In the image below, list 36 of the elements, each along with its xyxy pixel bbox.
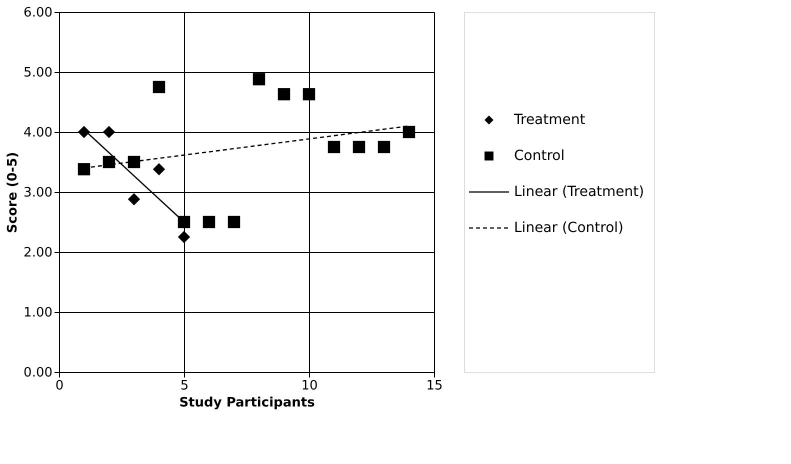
y-tick-label: 6.00: [24, 6, 52, 20]
point: [278, 88, 290, 100]
x-tick-label: 5: [180, 378, 189, 394]
legend-label: Linear (Control): [514, 220, 624, 236]
point: [128, 156, 140, 168]
point: [178, 230, 190, 244]
y-tick-label: 1.00: [24, 306, 52, 320]
point: [202, 216, 216, 228]
point: [352, 140, 366, 154]
y-tick-label: 2.00: [24, 246, 52, 260]
y-tick-label: 4.00: [24, 126, 52, 140]
point: [102, 156, 116, 168]
point: [302, 88, 316, 100]
y-tick-label: 0.00: [24, 366, 52, 380]
point: [252, 73, 266, 86]
point: [102, 126, 116, 138]
point: [152, 163, 166, 176]
point: [228, 216, 240, 228]
point: [378, 140, 390, 154]
x-tick-label: 15: [426, 378, 443, 394]
x-tick-label: 0: [55, 378, 64, 394]
point: [402, 126, 416, 138]
y-tick-label: 5.00: [24, 66, 52, 80]
legend-label: Control: [514, 148, 565, 164]
x-tick-label: 10: [301, 378, 318, 394]
y-axis-title: Score (0-5): [6, 152, 21, 234]
point: [128, 193, 140, 206]
y-tick-label: 3.00: [24, 186, 52, 200]
point: [78, 126, 90, 138]
point: [78, 163, 90, 176]
x-axis-title: Study Participants: [179, 396, 316, 410]
point: [152, 80, 166, 94]
point: [328, 140, 340, 154]
legend-label: Linear (Treatment): [514, 184, 644, 200]
point: [178, 216, 190, 228]
legend-label: Treatment: [513, 112, 586, 128]
